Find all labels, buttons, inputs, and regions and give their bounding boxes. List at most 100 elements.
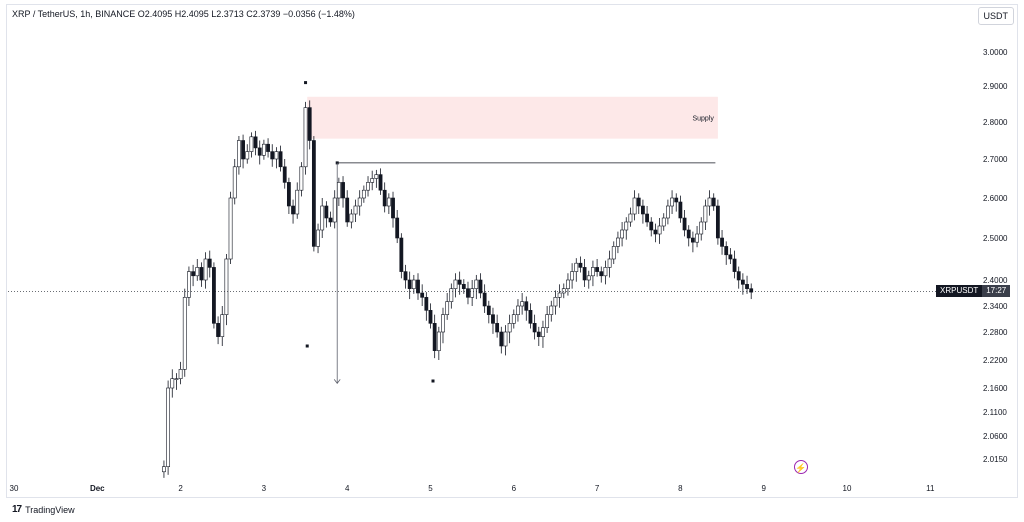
- candle-body: [195, 267, 200, 277]
- candle-body: [603, 267, 608, 277]
- candle-body: [678, 201, 683, 219]
- candle-body: [728, 254, 733, 260]
- candle-body: [670, 197, 674, 207]
- candle-body: [391, 197, 395, 219]
- symbol-header: XRP / TetherUS, 1h, BINANCE O2.4095 H2.4…: [12, 9, 355, 19]
- supply-zone: [307, 96, 718, 139]
- brand-name: TradingView: [25, 504, 75, 515]
- candle-body: [520, 301, 525, 307]
- candle-body: [295, 189, 300, 215]
- candle-body: [370, 178, 375, 183]
- candle-body: [457, 279, 462, 285]
- candle-body: [711, 197, 716, 207]
- candle-body: [695, 233, 699, 243]
- candle-body: [470, 288, 475, 298]
- candle-body: [441, 314, 445, 333]
- candle-body: [386, 197, 391, 207]
- supply-zone-label: Supply: [692, 116, 714, 123]
- price-tick-label: 2.1600: [983, 384, 1008, 393]
- price-tick-label: 2.1100: [983, 408, 1007, 417]
- time-tick-label: 11: [926, 484, 935, 493]
- candle-body: [649, 221, 654, 231]
- footer-brand: 17 TradingView: [12, 504, 75, 515]
- price-tick-label: 2.0600: [983, 432, 1008, 441]
- price-tick-label: 2.9000: [983, 82, 1008, 91]
- candle-body: [611, 246, 616, 260]
- candle-body: [524, 301, 529, 311]
- time-tick-label: 4: [345, 484, 350, 493]
- candle-body: [578, 262, 583, 268]
- candle-body: [620, 229, 624, 239]
- candle-body: [228, 197, 233, 260]
- candle-body: [320, 205, 325, 231]
- candle-body: [445, 301, 450, 315]
- candle-body: [316, 229, 320, 247]
- candle-body: [162, 466, 166, 473]
- candle-body: [545, 314, 550, 328]
- candle-body: [549, 305, 554, 315]
- candle-body: [732, 258, 737, 272]
- time-tick-label: 6: [512, 484, 517, 493]
- candle-body: [566, 279, 570, 289]
- candle-body: [407, 279, 412, 289]
- price-tag-countdown: 17:27: [982, 285, 1011, 297]
- time-tick-label: 8: [678, 484, 683, 493]
- candle-body: [661, 217, 666, 227]
- candle-body: [536, 331, 541, 337]
- lightning-icon[interactable]: ⚡: [794, 460, 808, 474]
- candle-body: [616, 237, 620, 247]
- candle-body: [599, 271, 604, 277]
- candle-body: [378, 174, 383, 191]
- candle-body: [345, 197, 350, 223]
- candle-body: [382, 189, 387, 207]
- candle-body: [657, 225, 662, 235]
- candle-body: [328, 217, 333, 223]
- price-tick-label: 2.7000: [983, 155, 1008, 164]
- time-tick-label: 7: [595, 484, 600, 493]
- candle-body: [682, 217, 687, 231]
- candle-body: [266, 143, 270, 152]
- candle-body: [270, 151, 275, 160]
- candle-body: [653, 229, 658, 235]
- candle-body: [311, 140, 316, 247]
- candle-body: [740, 279, 745, 285]
- candle-body: [203, 258, 208, 281]
- candle-body: [282, 166, 287, 183]
- candle-body: [212, 267, 216, 324]
- currency-button[interactable]: USDT: [977, 7, 1014, 25]
- candle-body: [561, 288, 566, 294]
- price-tick-label: 2.3400: [983, 302, 1008, 311]
- candle-body: [699, 221, 704, 235]
- price-tick-label: 2.2200: [983, 356, 1008, 365]
- price-tag-symbol: XRPUSDT: [940, 286, 979, 295]
- tradingview-logo-icon: 17: [12, 504, 22, 515]
- candle-body: [686, 229, 691, 239]
- candle-body: [541, 327, 545, 337]
- chart-frame: [6, 4, 1018, 498]
- price-tick-label: 2.8000: [983, 118, 1008, 127]
- swing-marker: [304, 81, 308, 85]
- candle-body: [720, 237, 724, 247]
- candle-body: [449, 288, 454, 302]
- candle-body: [674, 197, 679, 203]
- candle-body: [586, 275, 591, 281]
- candle-body: [224, 258, 229, 315]
- candle-body: [724, 246, 729, 256]
- candle-body: [237, 140, 241, 168]
- candle-body: [736, 271, 741, 281]
- candle-body: [257, 147, 262, 156]
- candle-body: [624, 221, 629, 231]
- candle-body: [428, 310, 433, 324]
- candle-body: [166, 387, 171, 467]
- candle-body: [453, 279, 458, 289]
- candle-body: [582, 267, 587, 281]
- candle-body: [707, 197, 712, 207]
- candle-body: [336, 182, 341, 199]
- candle-body: [461, 284, 466, 289]
- price-tick-label: 3.0000: [983, 48, 1008, 57]
- candles-layer: [162, 100, 754, 478]
- candle-body: [361, 189, 366, 199]
- price-tick-label: 2.2800: [983, 328, 1008, 337]
- candle-body: [324, 205, 329, 219]
